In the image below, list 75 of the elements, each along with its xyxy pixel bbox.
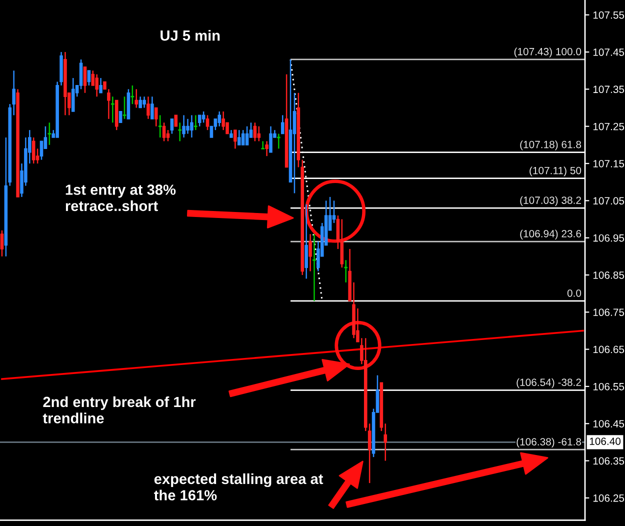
candlestick <box>202 110 206 124</box>
y-tick-label: 107.05 <box>593 197 624 205</box>
candlestick <box>99 77 102 94</box>
candlestick <box>142 96 146 108</box>
y-tick-label: 106.35 <box>593 457 624 465</box>
candlestick <box>138 96 142 108</box>
candlestick <box>269 126 272 153</box>
candlestick <box>122 96 127 120</box>
candlestick <box>95 74 98 98</box>
candlestick <box>384 422 388 462</box>
candlestick <box>218 110 222 127</box>
y-tick-label: 106.25 <box>593 494 624 502</box>
text: UJ 5 min <box>160 30 220 41</box>
candlestick <box>206 114 210 131</box>
ref-line-label: (107.43) 100.0 <box>514 48 582 58</box>
candlestick <box>79 58 83 90</box>
y-tick-label: 106.45 <box>593 420 624 428</box>
candlestick <box>146 96 150 120</box>
candlestick <box>174 114 178 127</box>
annotation: 2nd entry break of 1hr trendline <box>42 396 196 424</box>
ref-line-label: (107.18) 61.8 <box>520 140 582 150</box>
ref-line-label: (106.54) -38.2 <box>516 378 581 388</box>
candlestick <box>83 66 87 94</box>
candlestick <box>47 122 52 146</box>
candlestick <box>304 204 308 280</box>
candlestick <box>190 114 194 138</box>
y-tick-label: 106.75 <box>593 308 624 316</box>
y-tick-label: 107.35 <box>593 86 624 94</box>
candlestick <box>260 140 266 150</box>
candlestick <box>32 136 36 164</box>
candlestick <box>312 233 317 302</box>
candlestick <box>198 114 202 127</box>
ref-line-label: 106.40 <box>590 438 621 445</box>
y-tick-label: 106.95 <box>593 234 624 242</box>
candlestick <box>222 110 225 131</box>
y-tick-label: 106.65 <box>593 346 624 354</box>
ref-line-label: (106.38) -61.8 <box>516 438 582 448</box>
candlestick <box>71 77 75 112</box>
annotation: expected stalling area at the 161% <box>154 473 324 500</box>
candlestick <box>292 92 296 194</box>
ref-line-label: (107.03) 38.2 <box>520 196 581 206</box>
candlestick <box>340 218 344 268</box>
candlestick <box>118 111 122 124</box>
candlestick <box>150 96 154 120</box>
candlestick <box>186 118 190 134</box>
y-tick-label: 106.55 <box>593 382 624 390</box>
y-tick-label: 106.85 <box>593 271 624 279</box>
ref-line-label: (106.94) 23.6 <box>520 230 582 240</box>
candlestick <box>237 129 241 146</box>
candlestick <box>162 122 166 142</box>
candlestick <box>154 107 158 127</box>
candlestick <box>308 233 312 272</box>
y-tick-label: 107.25 <box>593 122 624 130</box>
annotation: 1st entry at 38% retrace..short <box>66 184 176 212</box>
candlestick <box>280 114 284 134</box>
candlestick <box>134 88 138 108</box>
candlestick <box>257 126 261 142</box>
candlestick <box>182 114 186 138</box>
candlestick <box>158 114 162 138</box>
candlestick <box>241 129 245 146</box>
annotation: 0.0 <box>567 289 582 297</box>
candlestick <box>245 126 249 146</box>
candlestick <box>265 140 268 157</box>
y-tick-label: 107.45 <box>593 48 624 56</box>
candlestick <box>87 70 91 86</box>
candlestick <box>130 84 135 105</box>
candlestick <box>253 122 257 142</box>
candlestick <box>166 129 170 142</box>
candlestick <box>170 118 174 134</box>
y-tick-label: 107.55 <box>593 11 624 19</box>
y-tick-label: 107.15 <box>593 160 624 168</box>
candlestick <box>0 230 4 258</box>
candlestick <box>234 129 237 150</box>
candlestick <box>40 140 44 160</box>
ref-line-label: (107.11) 50 <box>530 166 582 176</box>
